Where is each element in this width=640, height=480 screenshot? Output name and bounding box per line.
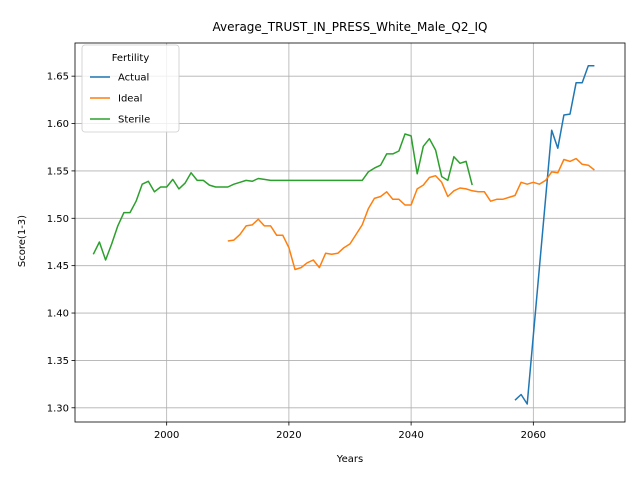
legend-label-ideal: Ideal — [118, 94, 142, 105]
y-tick-label: 1.55 — [47, 166, 69, 177]
legend: Fertility Actual Ideal Sterile — [81, 44, 180, 133]
grid — [75, 43, 625, 422]
ticks: 2000 2020 2040 2060 1.30 1.35 1.40 1.45 1.50 1.55… — [47, 72, 546, 441]
x-tick-label: 2040 — [398, 430, 423, 441]
legend-title: Fertility — [112, 53, 150, 64]
y-tick-label: 1.30 — [47, 403, 69, 414]
x-axis-title: Years — [336, 454, 363, 465]
series-line-ideal — [227, 157, 595, 271]
y-tick-label: 1.65 — [47, 72, 69, 83]
y-axis-title: Score(1-3) — [17, 215, 28, 267]
y-tick-label: 1.40 — [47, 309, 69, 320]
series-group — [92, 64, 595, 405]
axes-frame — [74, 42, 626, 423]
series-line-sterile — [92, 133, 473, 261]
y-tick-label: 1.45 — [47, 261, 69, 272]
y-tick-label: 1.50 — [47, 214, 69, 225]
x-tick-label: 2060 — [521, 430, 546, 441]
series-line-actual — [514, 64, 595, 405]
legend-label-actual: Actual — [118, 73, 149, 84]
y-tick-label: 1.60 — [47, 119, 69, 130]
legend-label-sterile: Sterile — [118, 115, 150, 126]
y-tick-label: 1.35 — [47, 356, 69, 367]
x-tick-label: 2020 — [276, 430, 301, 441]
legend-box — [81, 44, 180, 133]
x-tick-label: 2000 — [154, 430, 179, 441]
axes — [74, 42, 626, 423]
chart-title: Average_TRUST_IN_PRESS_White_Male_Q2_IQ — [213, 20, 488, 34]
